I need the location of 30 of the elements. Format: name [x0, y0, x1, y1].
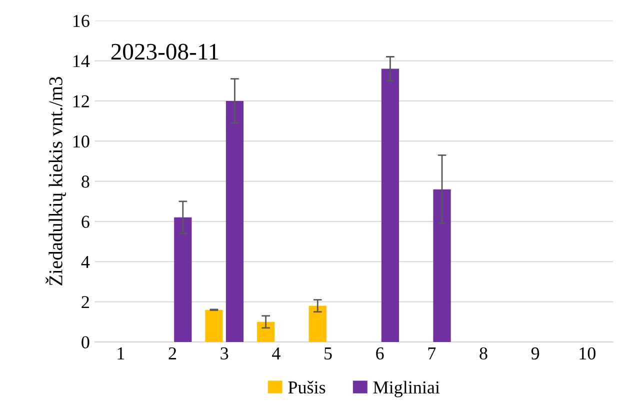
x-tick-label: 3 [220, 347, 228, 360]
x-tick-label: 9 [531, 347, 540, 360]
bar [174, 217, 192, 342]
bar [381, 68, 400, 342]
bar [257, 322, 275, 342]
legend-label: Pušis [288, 380, 326, 394]
y-tick-label: 2 [82, 296, 89, 308]
x-tick-label: 6 [376, 347, 384, 360]
x-tick-label: 5 [324, 348, 332, 360]
x-tick-label: 10 [580, 347, 596, 360]
y-tick-label: 10 [73, 135, 90, 148]
bar [205, 310, 223, 342]
y-axis-title: Žiedadulkių kiekis vnt./m3 [46, 77, 66, 286]
y-tick-label: 12 [73, 95, 89, 108]
y-tick-label: 4 [81, 256, 90, 268]
bar [433, 189, 451, 342]
x-tick-label: 8 [480, 347, 488, 360]
y-tick-label: 6 [82, 216, 90, 228]
x-tick-label: 2 [168, 347, 176, 360]
y-tick-label: 0 [82, 336, 90, 348]
bar [226, 100, 244, 342]
y-tick-label: 8 [82, 176, 90, 188]
y-tick-label: 16 [73, 14, 90, 28]
x-tick-label: 1 [118, 347, 124, 360]
bar [308, 306, 326, 342]
annotation: 2023-08-11 [111, 44, 218, 60]
x-tick-label: 4 [272, 347, 280, 360]
y-tick-label: 14 [73, 55, 90, 68]
legend-label: Migliniai [373, 380, 440, 398]
x-tick-label: 7 [428, 348, 436, 360]
